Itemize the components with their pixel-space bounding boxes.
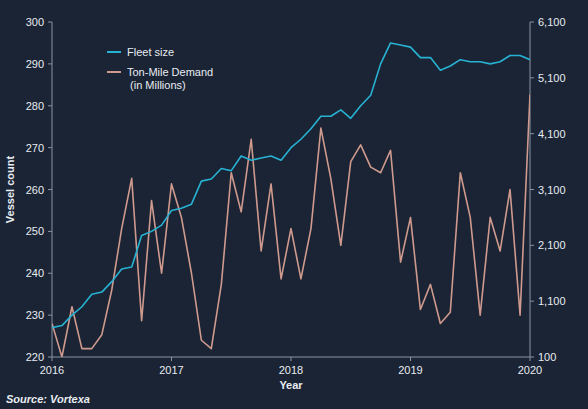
y2-tick-label: 100 [538, 351, 556, 363]
y-tick [48, 105, 52, 106]
legend: Fleet size Ton-Mile Demand (in Millions) [107, 46, 213, 91]
y2-tick-label: 5,100 [538, 72, 566, 84]
background [0, 0, 588, 409]
x-tick [52, 357, 53, 361]
legend-label-line: (in Millions) [127, 79, 186, 91]
x-tick-label: 2020 [518, 364, 542, 376]
x-axis-label: Year [279, 379, 303, 391]
y-tick [48, 315, 52, 316]
y-axis-label: Vessel count [4, 156, 16, 224]
y-tick [48, 22, 52, 23]
y-tick-label: 250 [26, 225, 44, 237]
y2-tick-label: 4,100 [538, 128, 566, 140]
y2-tick-label: 2,100 [538, 239, 566, 251]
x-tick-label: 2017 [159, 364, 183, 376]
y-tick-label: 240 [26, 267, 44, 279]
y2-tick [530, 301, 534, 302]
x-tick [291, 357, 292, 361]
y-tick [48, 147, 52, 148]
y-tick-label: 300 [26, 16, 44, 28]
x-tick [171, 357, 172, 361]
x-tick [410, 357, 411, 361]
series-line [52, 43, 530, 328]
legend-swatch [107, 51, 121, 53]
legend-label: Ton-Mile Demand (in Millions) [127, 66, 213, 91]
y-tick [48, 231, 52, 232]
y-tick-label: 270 [26, 142, 44, 154]
legend-label: Fleet size [127, 46, 174, 58]
source: Source: Vortexa [6, 393, 90, 405]
x-tick [530, 357, 531, 361]
x-tick-label: 2019 [398, 364, 422, 376]
y-tick [48, 357, 52, 358]
y2-tick-label: 6,100 [538, 16, 566, 28]
y-tick-label: 260 [26, 184, 44, 196]
y2-tick [530, 245, 534, 246]
y2-tick [530, 77, 534, 78]
y-tick-label: 290 [26, 58, 44, 70]
y2-tick [530, 189, 534, 190]
legend-swatch [107, 71, 121, 73]
y-tick [48, 189, 52, 190]
y-tick-label: 220 [26, 351, 44, 363]
y-tick [48, 63, 52, 64]
y2-tick [530, 357, 534, 358]
y2-tick [530, 22, 534, 23]
y2-tick [530, 133, 534, 134]
plot-area [52, 43, 530, 357]
y2-tick-label: 1,100 [538, 295, 566, 307]
y-tick-label: 280 [26, 100, 44, 112]
series-line [52, 95, 530, 357]
y2-tick-label: 3,100 [538, 184, 566, 196]
y-tick-label: 230 [26, 309, 44, 321]
legend-label-line: Ton-Mile Demand [127, 66, 213, 78]
x-tick-label: 2018 [279, 364, 303, 376]
x-tick-label: 2016 [40, 364, 64, 376]
y-tick [48, 273, 52, 274]
